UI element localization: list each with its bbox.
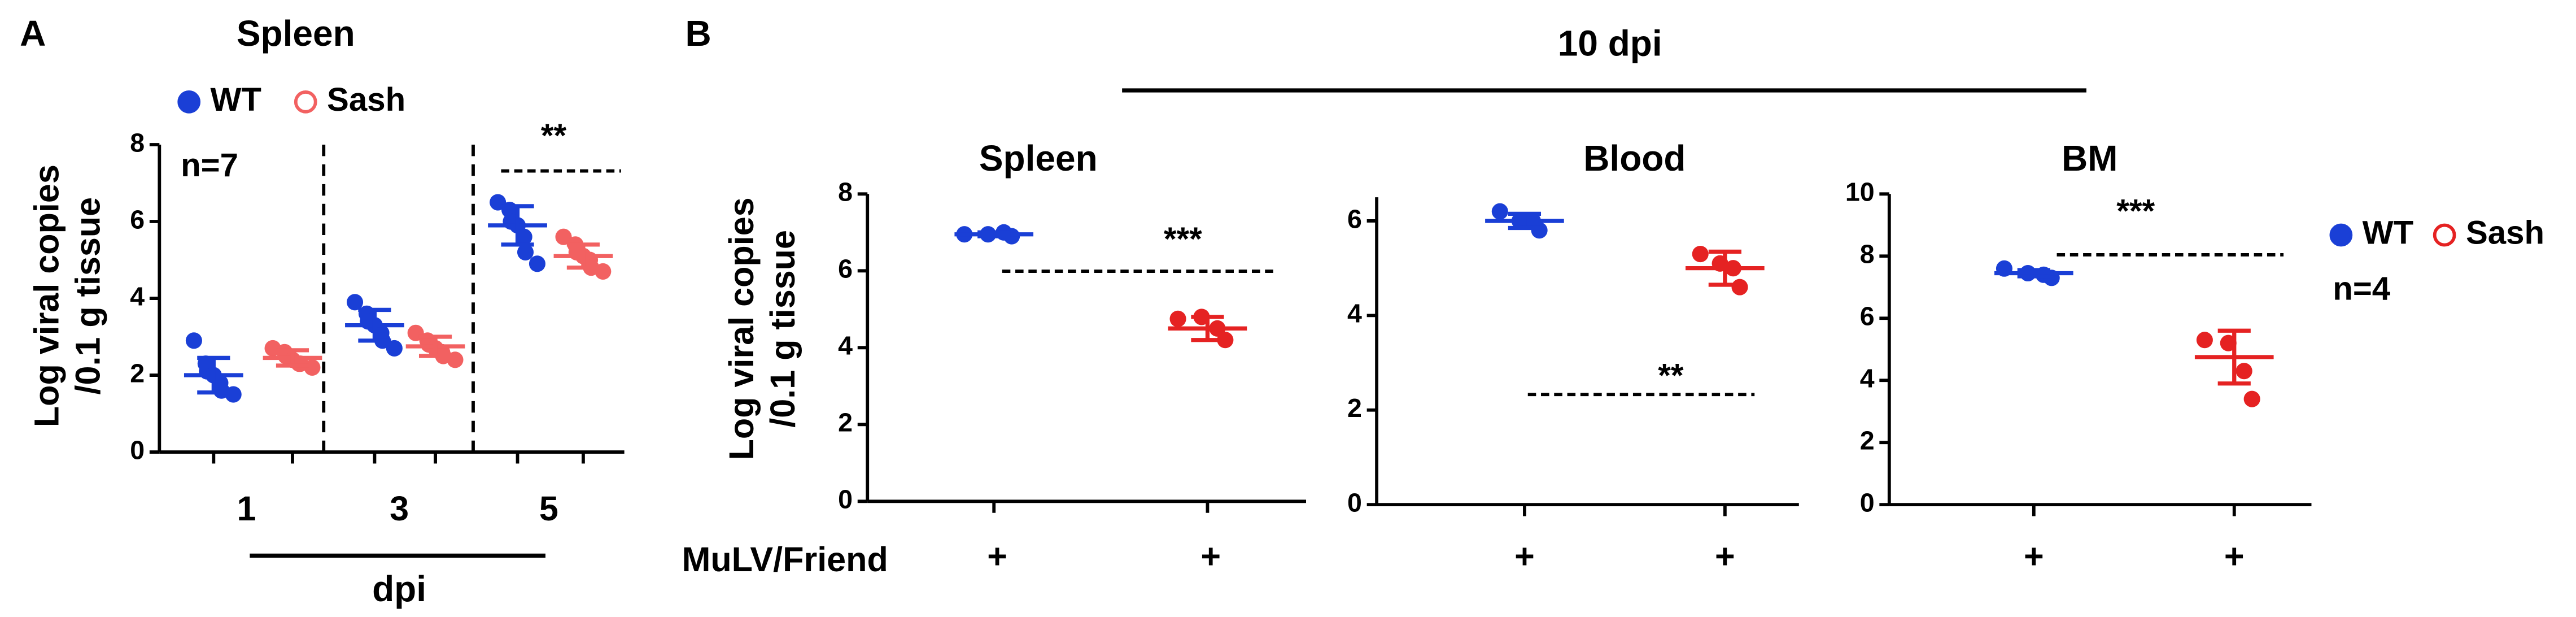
x-tick-label: + [987,537,1007,575]
data-point [529,255,546,272]
data-point [304,359,321,376]
data-point [185,332,202,349]
y-tick-label: 6 [1347,204,1362,233]
legend-marker [2329,223,2353,247]
panel-label: A [20,13,46,54]
data-point [2243,390,2260,407]
data-point [1731,279,1748,296]
y-tick-label: 0 [1347,488,1362,517]
header: 10 dpi [1558,23,1662,63]
chart-title: Spleen [237,13,355,54]
data-point [1491,203,1508,220]
annotation: n=4 [2333,270,2391,307]
data-point [386,340,403,357]
legend-marker [294,90,317,114]
legend-label: WT [2363,214,2413,251]
y-tick-label: 2 [1860,425,1875,455]
y-axis-label: /0.1 g tissue [763,230,802,428]
x-tick-label: 1 [237,489,256,528]
x-tick-label: + [1514,537,1535,575]
annotation: *** [1164,221,1202,258]
legend-marker [2433,223,2456,247]
y-tick-label: 2 [1347,393,1362,423]
y-tick-label: 0 [130,435,145,464]
legend-label: WT [211,81,261,118]
panel-label: B [685,13,711,54]
x-tick-label: + [2024,537,2044,575]
data-point [346,294,364,311]
y-tick-label: 8 [1860,240,1875,269]
x-tick-label: + [1715,537,1735,575]
chart-title: Spleen [979,138,1098,179]
y-axis-label: Log viral copies [722,197,761,460]
annotation: n=7 [181,147,238,184]
legend-label: Sash [2466,214,2544,251]
legend-label: Sash [327,81,405,118]
y-tick-label: 0 [1860,488,1875,517]
data-point [517,244,534,260]
annotation: ** [1658,358,1684,394]
chart-title: BM [2062,138,2118,179]
y-tick-label: 4 [130,281,145,311]
annotation: ** [541,118,567,154]
y-tick-label: 4 [1347,299,1362,328]
annotation: *** [2116,193,2155,230]
x-tick-label: 3 [390,489,409,528]
y-tick-label: 6 [1860,302,1875,331]
data-point [516,228,532,245]
data-point [225,386,242,403]
y-tick-label: 8 [130,128,145,157]
data-point [555,228,572,245]
x-axis-label: dpi [372,568,426,609]
y-tick-label: 8 [838,177,853,207]
chart-title: Blood [1583,138,1686,179]
y-axis-label: Log viral copies [28,164,66,427]
y-tick-label: 4 [838,331,853,360]
legend-marker [177,90,201,114]
x-tick-label: + [1200,537,1221,575]
y-tick-label: 0 [838,485,853,514]
data-point [1169,310,1186,327]
row-label: MuLV/Friend [682,540,888,579]
data-point [2236,363,2252,380]
y-tick-label: 4 [1860,364,1875,393]
x-tick-label: + [2224,537,2245,575]
y-axis-label: /0.1 g tissue [68,197,107,395]
y-tick-label: 6 [838,254,853,284]
data-point [1531,222,1548,239]
data-point [1217,332,1234,349]
x-tick-label: 5 [539,489,558,528]
y-tick-label: 2 [130,358,145,388]
data-point [1692,246,1709,263]
y-tick-label: 6 [130,205,145,234]
y-tick-label: 2 [838,408,853,437]
data-point [2196,332,2213,349]
y-tick-label: 10 [1845,177,1875,207]
